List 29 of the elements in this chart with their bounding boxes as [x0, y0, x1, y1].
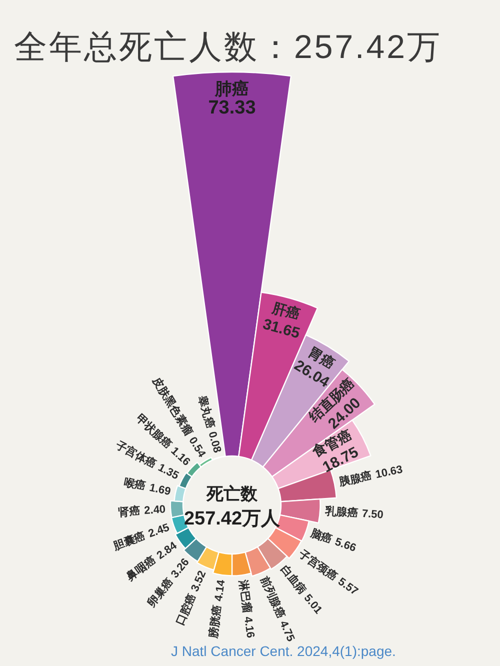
data-label: 0.08: [206, 430, 224, 454]
category-label: 肾癌: [118, 505, 141, 519]
data-label: 4.14: [212, 579, 228, 602]
category-label: 淋巴瘤: [236, 579, 253, 614]
data-label: 5.66: [333, 536, 358, 555]
category-label: 睾丸癌: [196, 394, 216, 430]
data-label: 4.75: [277, 618, 297, 644]
annotation: 死亡数: [206, 484, 258, 504]
data-label: 5.57: [336, 576, 360, 598]
title: 全年总死亡人数：257.42万: [14, 28, 442, 65]
category-label: 乳腺癌: [324, 505, 358, 520]
category-label: 脑癌: [308, 527, 334, 546]
data-label: 73.33: [208, 98, 256, 118]
category-label: 胰腺癌: [338, 470, 373, 489]
data-label: 10.63: [374, 464, 404, 482]
data-label: 4.16: [241, 616, 256, 639]
category-label: 肺癌: [215, 80, 249, 98]
category-label: 膀胱癌: [208, 604, 224, 639]
data-label: 1.69: [148, 482, 172, 498]
category-label: 喉癌: [122, 476, 147, 493]
data-label: 2.45: [146, 522, 172, 540]
data-label: 7.50: [362, 508, 384, 522]
annotation: 257.42万人: [184, 508, 280, 530]
annotation: J Natl Cancer Cent. 2024,4(1):page.: [171, 643, 396, 659]
category-label: 口腔癌: [174, 592, 199, 628]
category-label: 子宫体癌: [113, 440, 158, 471]
category-label: 胆囊癌: [112, 530, 148, 553]
data-label: 2.40: [144, 504, 166, 517]
data-label: 3.52: [189, 569, 209, 594]
